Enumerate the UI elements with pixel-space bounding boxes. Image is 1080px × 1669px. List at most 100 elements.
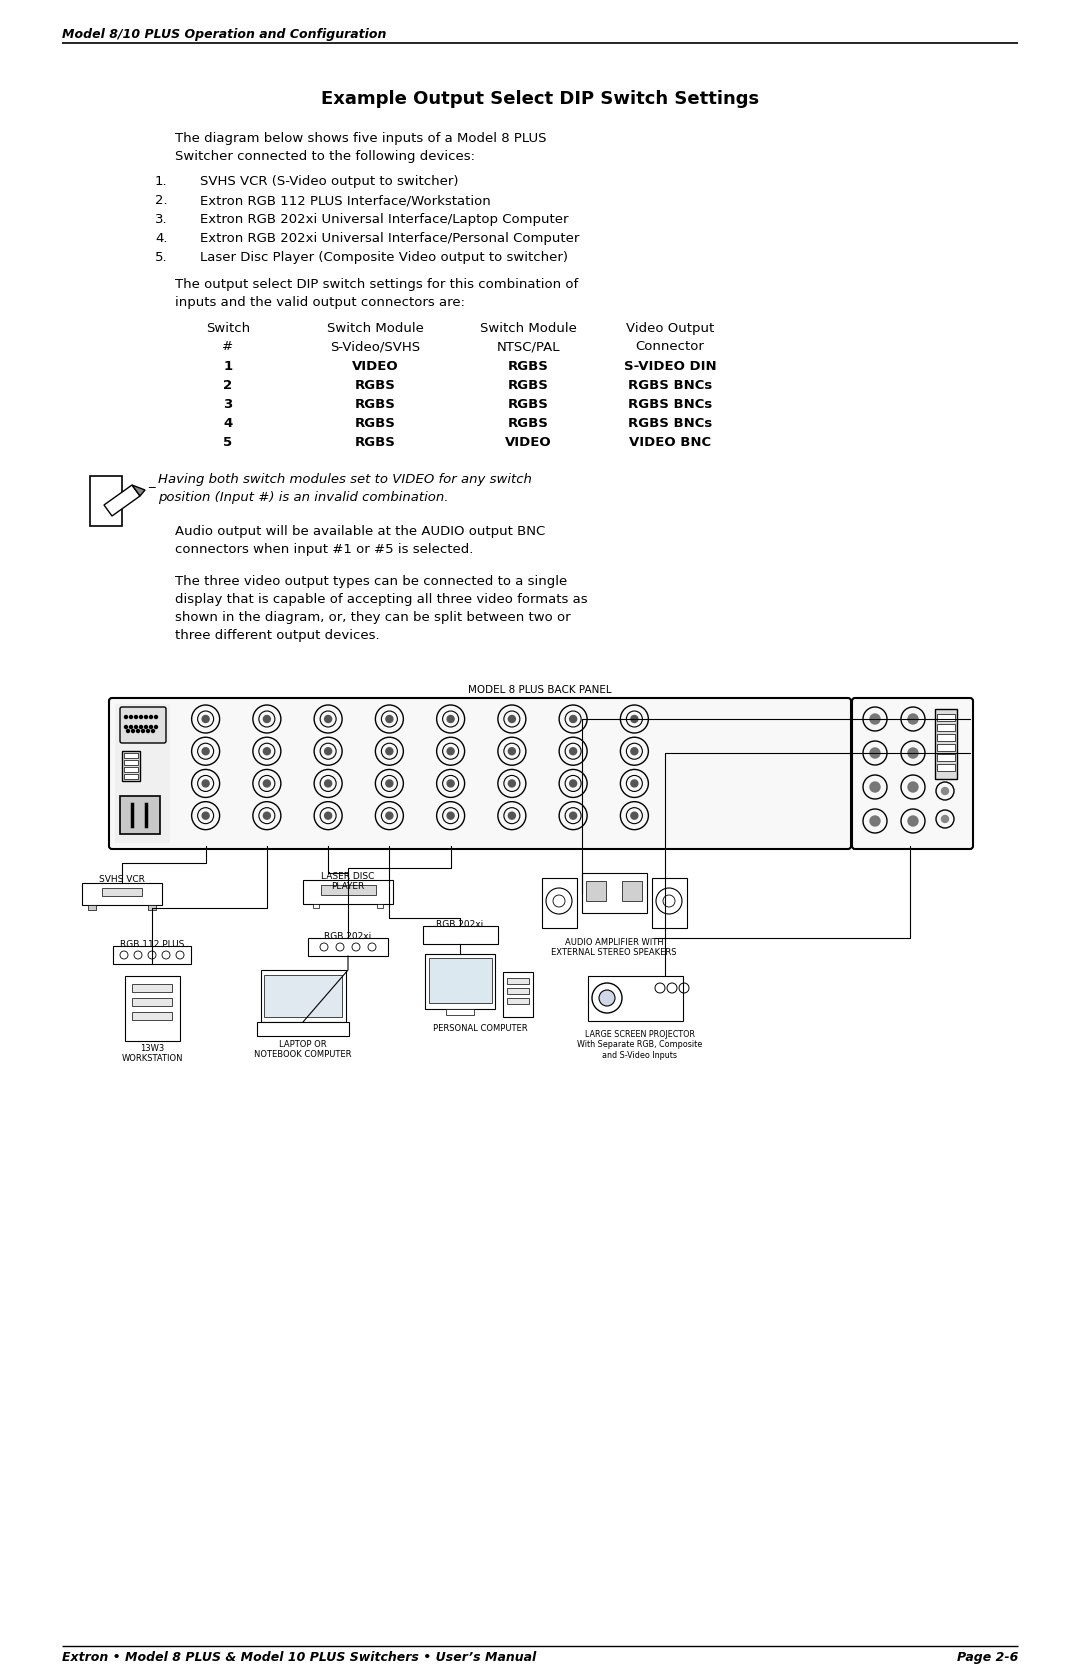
Text: VIDEO: VIDEO — [504, 436, 551, 449]
Text: RGBS: RGBS — [508, 417, 549, 431]
Circle shape — [202, 748, 210, 754]
Bar — [260, 970, 346, 1021]
Circle shape — [631, 748, 638, 754]
Text: position (Input #) is an invalid combination.: position (Input #) is an invalid combina… — [158, 491, 448, 504]
Bar — [937, 764, 955, 771]
Circle shape — [145, 726, 148, 728]
Circle shape — [908, 783, 918, 793]
Circle shape — [141, 729, 145, 733]
Circle shape — [631, 813, 638, 819]
Circle shape — [136, 729, 139, 733]
Bar — [581, 873, 647, 913]
Text: three different output devices.: three different output devices. — [175, 629, 380, 643]
Bar — [113, 946, 191, 965]
Bar — [132, 1011, 172, 1020]
Text: connectors when input #1 or #5 is selected.: connectors when input #1 or #5 is select… — [175, 542, 473, 556]
Circle shape — [447, 716, 454, 723]
Bar — [422, 926, 498, 945]
Text: 4: 4 — [224, 417, 232, 431]
Text: Extron RGB 202xi Universal Interface/Laptop Computer: Extron RGB 202xi Universal Interface/Lap… — [200, 214, 568, 225]
Bar — [429, 958, 491, 1003]
Bar — [507, 978, 529, 985]
Text: 4.: 4. — [156, 232, 167, 245]
Circle shape — [139, 716, 143, 718]
Text: LARGE SCREEN PROJECTOR
With Separate RGB, Composite
and S-Video Inputs: LARGE SCREEN PROJECTOR With Separate RGB… — [578, 1030, 703, 1060]
Bar — [937, 734, 955, 741]
Circle shape — [386, 716, 393, 723]
Circle shape — [569, 716, 577, 723]
Text: RGBS: RGBS — [354, 379, 395, 392]
Bar — [503, 971, 534, 1016]
Bar — [588, 976, 683, 1021]
Circle shape — [631, 779, 638, 788]
Bar — [148, 905, 156, 910]
Circle shape — [264, 813, 270, 819]
FancyBboxPatch shape — [120, 708, 166, 743]
Circle shape — [325, 813, 332, 819]
Text: RGB 202xi: RGB 202xi — [436, 920, 484, 930]
Text: RGBS BNCs: RGBS BNCs — [627, 379, 712, 392]
Circle shape — [264, 779, 270, 788]
Bar — [937, 714, 955, 721]
Circle shape — [870, 816, 880, 826]
Circle shape — [154, 716, 158, 718]
Text: Model 8/10 PLUS Operation and Configuration: Model 8/10 PLUS Operation and Configurat… — [62, 28, 387, 42]
Bar — [124, 976, 179, 1041]
Circle shape — [599, 990, 615, 1006]
Text: The output select DIP switch settings for this combination of: The output select DIP switch settings fo… — [175, 279, 578, 290]
Circle shape — [264, 716, 270, 723]
Bar — [937, 724, 955, 731]
Text: SVHS VCR (S-Video output to switcher): SVHS VCR (S-Video output to switcher) — [200, 175, 459, 189]
Bar — [507, 988, 529, 995]
Circle shape — [569, 813, 577, 819]
Bar — [124, 753, 138, 758]
Text: The three video output types can be connected to a single: The three video output types can be conn… — [175, 576, 567, 587]
Circle shape — [149, 716, 152, 718]
Text: The diagram below shows five inputs of a Model 8 PLUS: The diagram below shows five inputs of a… — [175, 132, 546, 145]
Bar — [321, 885, 376, 895]
Text: LAPTOP OR
NOTEBOOK COMPUTER: LAPTOP OR NOTEBOOK COMPUTER — [254, 1040, 352, 1060]
Circle shape — [154, 726, 158, 728]
Text: Audio output will be available at the AUDIO output BNC: Audio output will be available at the AU… — [175, 526, 545, 537]
Text: Laser Disc Player (Composite Video output to switcher): Laser Disc Player (Composite Video outpu… — [200, 250, 568, 264]
Circle shape — [509, 716, 515, 723]
Text: MODEL 8 PLUS BACK PANEL: MODEL 8 PLUS BACK PANEL — [469, 684, 611, 694]
Circle shape — [908, 816, 918, 826]
Bar — [935, 709, 957, 779]
Text: Switcher connected to the following devices:: Switcher connected to the following devi… — [175, 150, 475, 164]
Text: RGBS: RGBS — [354, 397, 395, 411]
Bar — [937, 744, 955, 751]
Text: inputs and the valid output connectors are:: inputs and the valid output connectors a… — [175, 295, 465, 309]
Bar — [264, 975, 342, 1016]
Circle shape — [942, 816, 948, 823]
Text: Extron RGB 202xi Universal Interface/Personal Computer: Extron RGB 202xi Universal Interface/Per… — [200, 232, 579, 245]
Text: Extron RGB 112 PLUS Interface/Workstation: Extron RGB 112 PLUS Interface/Workstatio… — [200, 194, 490, 207]
Text: RGBS: RGBS — [354, 436, 395, 449]
Text: Connector: Connector — [635, 340, 704, 354]
Text: 3: 3 — [224, 397, 232, 411]
Text: 13W3
WORKSTATION: 13W3 WORKSTATION — [121, 1045, 183, 1063]
Bar — [377, 905, 383, 908]
Text: RGBS BNCs: RGBS BNCs — [627, 417, 712, 431]
Circle shape — [386, 813, 393, 819]
Circle shape — [130, 716, 133, 718]
Circle shape — [870, 783, 880, 793]
Circle shape — [509, 748, 515, 754]
Circle shape — [908, 748, 918, 758]
Bar — [313, 905, 319, 908]
Text: Switch Module: Switch Module — [480, 322, 577, 335]
Text: RGBS BNCs: RGBS BNCs — [627, 397, 712, 411]
Text: 5.: 5. — [156, 250, 167, 264]
Bar — [122, 751, 140, 781]
Text: 3.: 3. — [156, 214, 167, 225]
Circle shape — [135, 726, 137, 728]
Bar — [426, 955, 495, 1010]
Circle shape — [202, 716, 210, 723]
Text: PERSONAL COMPUTER: PERSONAL COMPUTER — [433, 1025, 527, 1033]
Text: 2.: 2. — [156, 194, 167, 207]
Circle shape — [447, 813, 454, 819]
Bar — [507, 998, 529, 1005]
Text: Page 2-6: Page 2-6 — [957, 1651, 1018, 1664]
Text: Switch: Switch — [206, 322, 251, 335]
Circle shape — [139, 726, 143, 728]
